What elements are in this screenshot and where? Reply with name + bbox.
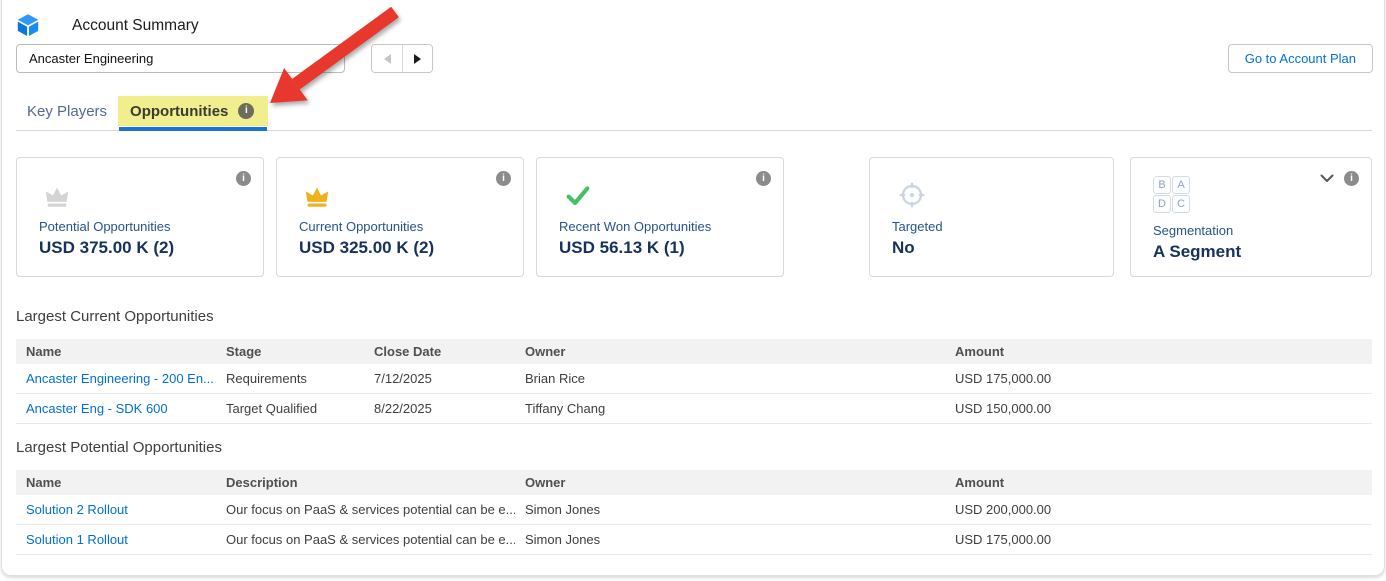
table-header-row: Name Description Owner Amount (16, 470, 1372, 495)
kpi-label: Recent Won Opportunities (559, 219, 712, 234)
segment-cell: A (1172, 176, 1190, 194)
info-icon[interactable]: i (1344, 171, 1359, 186)
owner-cell: Brian Rice (515, 364, 945, 394)
stage-cell: Requirements (216, 364, 364, 394)
active-tab-underline (119, 127, 268, 131)
kpi-card-segmentation: i B A D C Segmentation A Segment (1130, 157, 1372, 277)
crown-icon-gold (304, 182, 511, 210)
table-row: Solution 2 Rollout Our focus on PaaS & s… (16, 495, 1372, 525)
check-icon-green (564, 182, 771, 210)
opportunity-link[interactable]: Solution 1 Rollout (26, 532, 128, 547)
tab-opportunities-label: Opportunities (130, 102, 229, 120)
opportunity-link[interactable]: Ancaster Eng - SDK 600 (26, 401, 168, 416)
kpi-label: Potential Opportunities (39, 219, 171, 234)
amount-cell: USD 200,000.00 (945, 495, 1372, 525)
account-pager (371, 44, 433, 73)
tab-bar: Key Players Opportunities i (16, 96, 1372, 131)
section-title-largest-current-opportunities: Largest Current Opportunities (16, 308, 214, 325)
opportunity-link[interactable]: Solution 2 Rollout (26, 502, 128, 517)
kpi-value: No (892, 238, 915, 257)
column-header[interactable]: Close Date (364, 339, 515, 364)
owner-cell: Simon Jones (515, 495, 945, 525)
kpi-value: USD 56.13 K (1) (559, 238, 685, 257)
column-header[interactable]: Owner (515, 470, 945, 495)
description-cell: Our focus on PaaS & services potential c… (216, 495, 515, 525)
table-row: Solution 1 Rollout Our focus on PaaS & s… (16, 524, 1372, 555)
crown-icon-grey (44, 182, 251, 210)
column-header[interactable]: Amount (945, 470, 1372, 495)
kpi-label: Current Opportunities (299, 219, 424, 234)
description-cell: Our focus on PaaS & services potential c… (216, 524, 515, 555)
tab-opportunities[interactable]: Opportunities i (118, 96, 269, 131)
kpi-card-targeted: Targeted No (869, 157, 1114, 277)
table-row: Ancaster Engineering - 200 En... Require… (16, 364, 1372, 394)
next-account-button[interactable] (402, 45, 432, 72)
kpi-card-current-opportunities: i Current Opportunities USD 325.00 K (2) (276, 157, 524, 277)
kpi-card-potential-opportunities: i Potential Opportunities USD 375.00 K (… (16, 157, 264, 277)
potential-opportunities-table: Name Description Owner Amount Solution 2… (16, 470, 1372, 555)
amount-cell: USD 175,000.00 (945, 524, 1372, 555)
close-date-cell: 8/22/2025 (364, 393, 515, 424)
cube-icon (17, 14, 39, 36)
close-date-cell: 7/12/2025 (364, 364, 515, 394)
column-header[interactable]: Amount (945, 339, 1372, 364)
amount-cell: USD 150,000.00 (945, 393, 1372, 424)
previous-account-button[interactable] (372, 45, 402, 72)
tab-key-players[interactable]: Key Players (27, 102, 108, 120)
kpi-label: Segmentation (1153, 223, 1234, 238)
kpi-value: USD 325.00 K (2) (299, 238, 435, 257)
kpi-label: Targeted (892, 219, 943, 234)
column-header[interactable]: Name (16, 339, 216, 364)
segment-cell: B (1153, 176, 1171, 194)
info-icon[interactable]: i (496, 171, 511, 186)
info-icon[interactable]: i (236, 171, 251, 186)
segment-cell: C (1172, 195, 1190, 213)
column-header[interactable]: Stage (216, 339, 364, 364)
stage-cell: Target Qualified (216, 393, 364, 424)
segment-cell: D (1153, 195, 1171, 213)
column-header[interactable]: Owner (515, 339, 945, 364)
kpi-value: A Segment (1153, 242, 1242, 261)
info-icon[interactable]: i (238, 103, 255, 119)
kpi-card-recent-won-opportunities: i Recent Won Opportunities USD 56.13 K (… (536, 157, 784, 277)
target-icon (897, 182, 1101, 210)
amount-cell: USD 175,000.00 (945, 364, 1372, 394)
table-header-row: Name Stage Close Date Owner Amount (16, 339, 1372, 364)
owner-cell: Simon Jones (515, 524, 945, 555)
dropdown-caret-icon[interactable] (326, 56, 334, 61)
table-row: Ancaster Eng - SDK 600 Target Qualified … (16, 393, 1372, 424)
opportunity-link[interactable]: Ancaster Engineering - 200 En... (26, 371, 214, 386)
owner-cell: Tiffany Chang (515, 393, 945, 424)
kpi-value: USD 375.00 K (2) (39, 238, 175, 257)
column-header[interactable]: Name (16, 470, 216, 495)
chevron-right-icon (414, 53, 421, 64)
go-to-account-plan-button[interactable]: Go to Account Plan (1227, 44, 1373, 73)
section-title-largest-potential-opportunities: Largest Potential Opportunities (16, 439, 222, 456)
column-header[interactable]: Description (216, 470, 515, 495)
account-selector-input[interactable] (16, 44, 345, 73)
info-icon[interactable]: i (756, 171, 771, 186)
chevron-down-icon[interactable] (1320, 174, 1334, 183)
page-title: Account Summary (72, 17, 199, 34)
current-opportunities-table: Name Stage Close Date Owner Amount Ancas… (16, 339, 1372, 424)
account-selector (16, 44, 345, 73)
tab-opportunities-highlight: Opportunities i (118, 96, 269, 126)
segmentation-grid-icon: B A D C (1153, 176, 1191, 214)
chevron-left-icon (383, 53, 391, 64)
